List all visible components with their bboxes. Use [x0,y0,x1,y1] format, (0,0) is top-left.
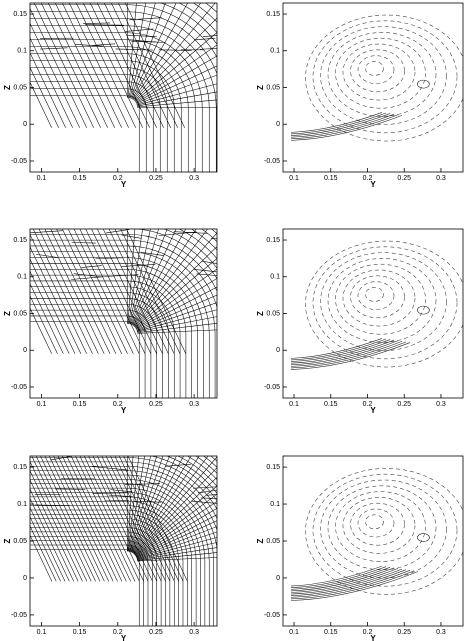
y-tick-label: -0.05 [264,612,280,619]
x-tick-label: 0.25 [397,629,411,636]
x-tick-label: 0.1 [289,175,299,182]
y-tick-label: -0.05 [11,384,27,391]
x-tick-label: 0.25 [397,175,411,182]
y-tick-label: -0.05 [264,384,280,391]
contour-plot [290,468,463,601]
y-tick-label: 0.1 [17,274,27,281]
y-tick-label: 0 [276,121,280,128]
x-axis-label: Y [370,180,376,189]
x-tick-label: 0.15 [73,401,87,408]
contour-plot [290,14,463,142]
y-tick-label: 0.05 [13,538,27,545]
plot-frame [282,2,464,173]
panel: 0.1 0.15 0.2 0.25 0.3 -0.05 0 0.05 0.1 0.15 Y Z [3,2,218,189]
x-tick-label: 0.1 [37,629,47,636]
x-tick-label: 0.15 [324,629,338,636]
x-axis-label: Y [370,634,376,641]
x-tick-label: 0.3 [436,629,446,636]
y-axis-label: Z [3,538,12,543]
plot-frame [282,228,464,399]
x-tick-label: 0.25 [149,175,163,182]
x-tick-label: 0.15 [73,175,87,182]
x-tick-label: 0.15 [324,401,338,408]
y-tick-label: 0 [23,347,27,354]
y-tick-label: 0 [23,575,27,582]
x-tick-label: 0.2 [363,629,373,636]
y-tick-label: 0.05 [266,84,280,91]
y-tick-label: 0 [276,575,280,582]
y-tick-label: 0.15 [266,237,280,244]
x-tick-label: 0.3 [189,175,199,182]
x-axis-label: Y [121,180,127,189]
y-tick-label: 0.05 [13,310,27,317]
x-tick-label: 0.2 [113,175,123,182]
y-tick-label: 0.15 [13,464,27,471]
x-tick-label: 0.2 [113,629,123,636]
x-tick-label: 0.25 [149,401,163,408]
x-tick-label: 0.1 [37,175,47,182]
x-tick-label: 0.2 [113,401,123,408]
x-tick-label: 0.1 [289,401,299,408]
x-tick-label: 0.2 [363,175,373,182]
y-axis-label: Z [256,85,265,90]
x-tick-label: 0.3 [436,401,446,408]
x-tick-label: 0.15 [324,175,338,182]
y-axis-label: Z [3,85,12,90]
mesh [30,3,217,172]
y-tick-label: 0.15 [13,237,27,244]
y-tick-label: -0.05 [11,158,27,165]
y-tick-label: 0.1 [270,501,280,508]
y-tick-label: -0.05 [11,612,27,619]
y-tick-label: 0.1 [17,48,27,55]
y-axis-label: Z [256,311,265,316]
y-tick-label: 0.15 [13,11,27,18]
panel: 0.1 0.15 0.2 0.25 0.3 -0.05 0 0.05 0.1 0.15 Y Z [256,455,464,641]
y-tick-label: -0.05 [264,158,280,165]
y-tick-label: 0.05 [13,84,27,91]
y-tick-label: 0.1 [270,48,280,55]
y-tick-label: 0 [23,121,27,128]
y-tick-label: 0.15 [266,464,280,471]
x-tick-label: 0.1 [37,401,47,408]
panel: 0.1 0.15 0.2 0.25 0.3 -0.05 0 0.05 0.1 0.15 Y Z [256,2,464,189]
x-tick-label: 0.25 [397,401,411,408]
plot-frame [282,455,464,627]
x-tick-label: 0.1 [289,629,299,636]
panel: 0.1 0.15 0.2 0.25 0.3 -0.05 0 0.05 0.1 0.15 Y Z [3,455,218,641]
y-tick-label: 0.05 [266,310,280,317]
y-axis-label: Z [3,311,12,316]
y-tick-label: 0.15 [266,11,280,18]
x-tick-label: 0.2 [363,401,373,408]
x-tick-label: 0.15 [73,629,87,636]
x-axis-label: Y [121,634,127,641]
y-tick-label: 0.1 [270,274,280,281]
panel: 0.1 0.15 0.2 0.25 0.3 -0.05 0 0.05 0.1 0.15 Y Z [3,228,218,415]
x-tick-label: 0.25 [149,629,163,636]
mesh [30,456,217,626]
y-tick-label: 0.1 [17,501,27,508]
x-tick-label: 0.3 [436,175,446,182]
x-axis-label: Y [370,406,376,415]
contour-plot [290,240,463,370]
x-axis-label: Y [121,406,127,415]
panel: 0.1 0.15 0.2 0.25 0.3 -0.05 0 0.05 0.1 0.15 Y Z [256,228,464,415]
x-tick-label: 0.3 [189,401,199,408]
x-tick-label: 0.3 [189,629,199,636]
y-axis-label: Z [256,538,265,543]
y-tick-label: 0 [276,347,280,354]
y-tick-label: 0.05 [266,538,280,545]
mesh [30,229,217,398]
